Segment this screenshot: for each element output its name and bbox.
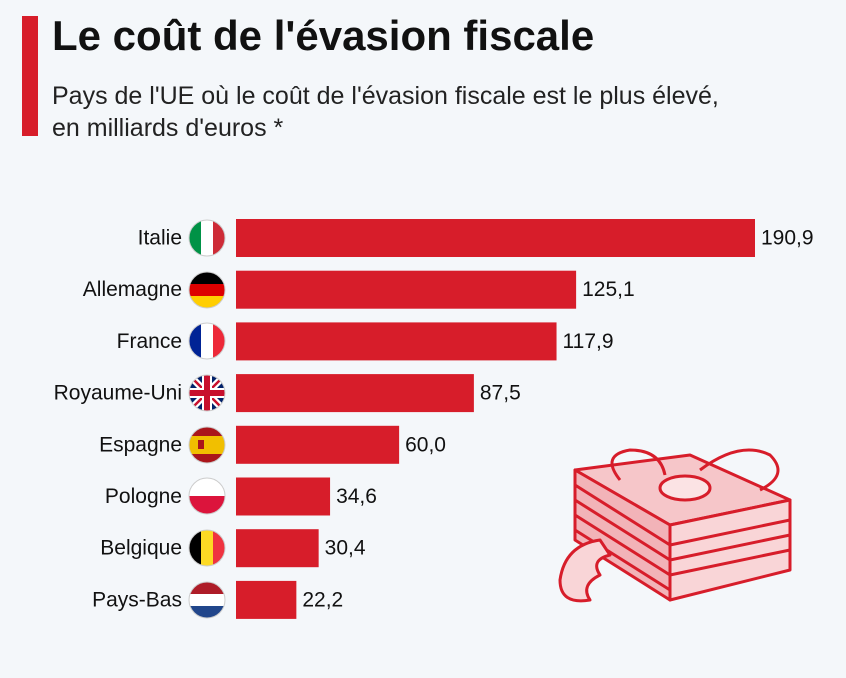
category-label: Allemagne <box>83 278 182 301</box>
value-label: 34,6 <box>336 485 377 508</box>
bar <box>236 477 331 516</box>
value-label: 125,1 <box>582 278 635 301</box>
category-label: Belgique <box>100 537 182 560</box>
category-label: Pays-Bas <box>92 588 182 611</box>
category-label: Italie <box>138 227 182 250</box>
flag-icons <box>188 219 226 619</box>
bar <box>236 425 400 464</box>
value-label: 190,9 <box>761 227 814 250</box>
value-label: 60,0 <box>405 433 446 456</box>
bar <box>236 219 755 257</box>
category-label: Espagne <box>99 433 182 456</box>
value-label: 30,4 <box>325 537 366 560</box>
category-label: Pologne <box>105 485 182 508</box>
bar <box>236 322 557 361</box>
title-accent <box>22 16 38 136</box>
category-label: France <box>117 330 182 353</box>
category-label: Royaume-Uni <box>54 382 182 405</box>
money-illustration <box>558 448 792 603</box>
bar <box>236 270 577 309</box>
bar <box>236 580 297 619</box>
value-label: 22,2 <box>302 588 343 611</box>
chart-title: Le coût de l'évasion fiscale <box>52 12 595 59</box>
bar <box>236 529 319 568</box>
value-label: 117,9 <box>563 330 614 353</box>
bar <box>236 374 474 413</box>
value-label: 87,5 <box>480 382 521 405</box>
chart-subtitle: Pays de l'UE où le coût de l'évasion fis… <box>52 82 719 142</box>
